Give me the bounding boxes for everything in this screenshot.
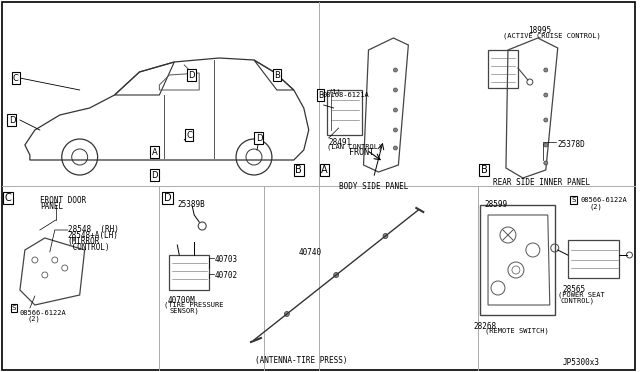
Text: (ACTIVE CRUISE CONTROL): (ACTIVE CRUISE CONTROL) bbox=[503, 32, 601, 38]
Text: B: B bbox=[274, 71, 280, 80]
Circle shape bbox=[394, 146, 397, 150]
Text: D: D bbox=[9, 115, 15, 125]
Text: 28565: 28565 bbox=[563, 285, 586, 294]
Text: 28268: 28268 bbox=[474, 322, 497, 331]
Text: D: D bbox=[151, 170, 157, 180]
Circle shape bbox=[544, 143, 548, 147]
Text: CONTROL): CONTROL) bbox=[561, 297, 595, 304]
Text: 08168-6121A: 08168-6121A bbox=[323, 92, 369, 98]
Circle shape bbox=[544, 68, 548, 72]
Text: (TIRE PRESSURE: (TIRE PRESSURE bbox=[164, 302, 224, 308]
Text: (REMOTE SWITCH): (REMOTE SWITCH) bbox=[485, 328, 548, 334]
Text: (2): (2) bbox=[28, 316, 40, 323]
Text: 28599: 28599 bbox=[484, 200, 507, 209]
Circle shape bbox=[394, 128, 397, 132]
Circle shape bbox=[394, 88, 397, 92]
Circle shape bbox=[284, 311, 289, 317]
Text: BODY SIDE PANEL: BODY SIDE PANEL bbox=[339, 182, 408, 191]
Text: FRONT: FRONT bbox=[349, 148, 374, 157]
Text: REAR SIDE INNER PANEL: REAR SIDE INNER PANEL bbox=[493, 178, 590, 187]
Text: CONTROL): CONTROL) bbox=[68, 243, 109, 252]
Circle shape bbox=[544, 93, 548, 97]
Text: B: B bbox=[481, 165, 488, 175]
Text: SENSOR): SENSOR) bbox=[170, 308, 199, 314]
Bar bbox=[326, 90, 362, 135]
Text: C: C bbox=[13, 74, 19, 83]
Text: 18995: 18995 bbox=[528, 26, 551, 35]
Text: 28548+A(LH): 28548+A(LH) bbox=[68, 231, 118, 240]
Circle shape bbox=[544, 161, 548, 165]
Text: A: A bbox=[321, 165, 328, 175]
Text: 08566-6122A: 08566-6122A bbox=[580, 197, 627, 203]
Circle shape bbox=[544, 118, 548, 122]
Circle shape bbox=[394, 68, 397, 72]
Bar bbox=[568, 240, 620, 278]
Text: FRONT DOOR: FRONT DOOR bbox=[40, 196, 86, 205]
Text: 28548  (RH): 28548 (RH) bbox=[68, 225, 118, 234]
Text: S: S bbox=[12, 305, 16, 311]
Text: D: D bbox=[188, 71, 195, 80]
Circle shape bbox=[394, 108, 397, 112]
Text: C: C bbox=[186, 131, 192, 140]
Bar bbox=[170, 255, 209, 290]
Text: B: B bbox=[296, 165, 302, 175]
Text: 08566-6122A: 08566-6122A bbox=[20, 310, 67, 316]
Text: (ANTENNA-TIRE PRESS): (ANTENNA-TIRE PRESS) bbox=[255, 356, 348, 365]
Bar bbox=[480, 205, 555, 315]
Text: D: D bbox=[256, 134, 262, 142]
Circle shape bbox=[383, 234, 388, 238]
Text: JP5300x3: JP5300x3 bbox=[563, 358, 600, 367]
Text: 40740: 40740 bbox=[299, 248, 322, 257]
Text: S: S bbox=[572, 197, 576, 203]
Text: D: D bbox=[163, 193, 171, 203]
Text: 25389B: 25389B bbox=[177, 200, 205, 209]
Text: PANEL: PANEL bbox=[40, 202, 63, 211]
Text: (MIRROR: (MIRROR bbox=[68, 237, 100, 246]
Text: C: C bbox=[4, 193, 12, 203]
Text: (LAN CONTROL): (LAN CONTROL) bbox=[326, 143, 382, 150]
Bar bbox=[488, 50, 518, 88]
Text: 25378D: 25378D bbox=[557, 140, 586, 149]
Text: (POWER SEAT: (POWER SEAT bbox=[557, 291, 605, 298]
Text: A: A bbox=[152, 148, 157, 157]
Circle shape bbox=[333, 273, 339, 278]
Text: 40702: 40702 bbox=[214, 271, 237, 280]
Text: (1): (1) bbox=[329, 88, 341, 94]
Text: (2): (2) bbox=[589, 203, 602, 209]
Text: B: B bbox=[318, 90, 323, 99]
Text: 40703: 40703 bbox=[214, 255, 237, 264]
Text: 28491: 28491 bbox=[329, 138, 352, 147]
Text: 40700M: 40700M bbox=[167, 296, 195, 305]
